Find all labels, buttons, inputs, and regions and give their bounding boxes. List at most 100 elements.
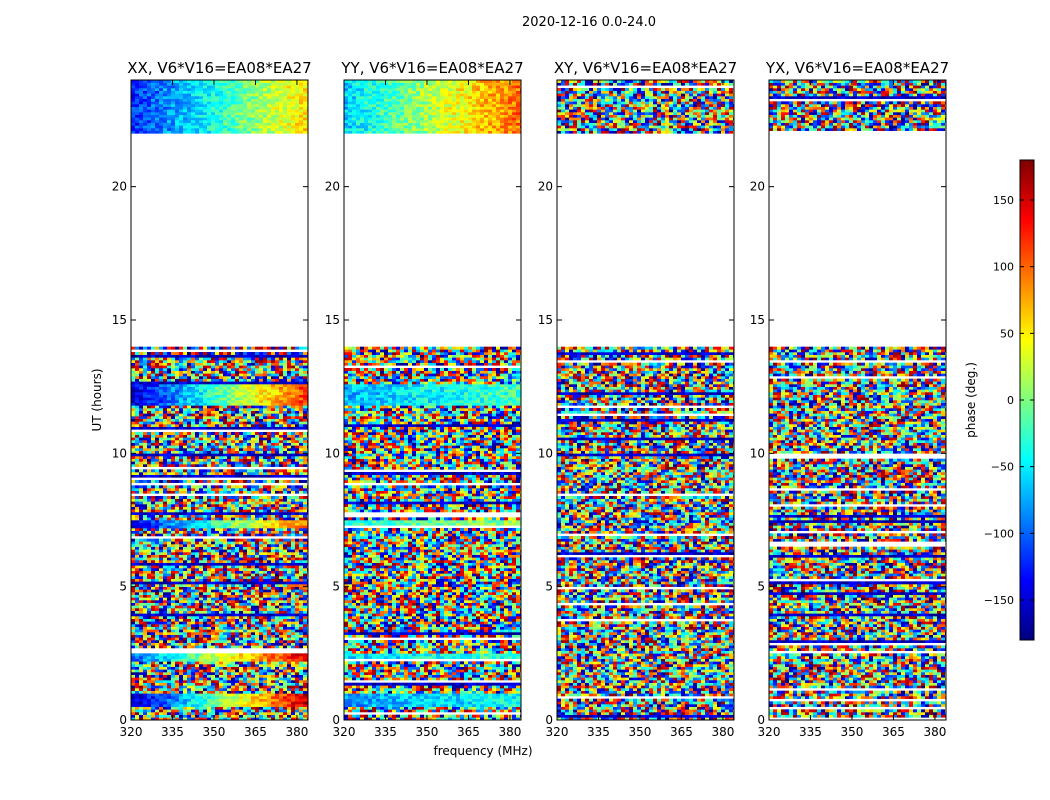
phase-cell: [167, 475, 171, 478]
phase-cell: [135, 445, 139, 448]
phase-cell: [207, 683, 211, 686]
phase-cell: [255, 709, 259, 712]
phase-cell: [211, 707, 215, 710]
phase-cell: [179, 549, 183, 552]
phase-cell: [243, 688, 247, 691]
phase-cell: [271, 581, 275, 584]
phase-cell: [247, 600, 251, 603]
phase-cell: [195, 413, 199, 416]
phase-cell: [175, 547, 179, 550]
phase-cell: [283, 656, 287, 659]
phase-cell: [207, 523, 211, 526]
phase-cell: [219, 499, 223, 502]
phase-cell: [251, 408, 255, 411]
phase-cell: [143, 584, 147, 587]
phase-cell: [223, 696, 227, 699]
phase-cell: [235, 408, 239, 411]
phase-cell: [147, 523, 151, 526]
phase-cell: [159, 531, 163, 534]
phase-cell: [279, 480, 283, 483]
phase-cell: [183, 453, 187, 456]
phase-cell: [131, 693, 135, 696]
phase-cell: [283, 485, 287, 488]
phase-cell: [159, 643, 163, 646]
phase-cell: [219, 616, 223, 619]
phase-cell: [243, 461, 247, 464]
phase-cell: [199, 533, 203, 536]
phase-cell: [227, 603, 231, 606]
phase-cell: [167, 579, 171, 582]
phase-cell: [255, 704, 259, 707]
phase-cell: [179, 661, 183, 664]
phase-cell: [219, 627, 223, 630]
phase-cell: [183, 461, 187, 464]
phase-cell: [207, 419, 211, 422]
phase-cell: [151, 416, 155, 419]
phase-cell: [239, 632, 243, 635]
phase-cell: [163, 691, 167, 694]
phase-cell: [139, 680, 143, 683]
phase-cell: [199, 552, 203, 555]
phase-cell: [167, 563, 171, 566]
phase-cell: [167, 677, 171, 680]
phase-cell: [227, 523, 231, 526]
phase-cell: [299, 693, 303, 696]
phase-cell: [211, 645, 215, 648]
phase-cell: [243, 664, 247, 667]
phase-cell: [295, 520, 299, 523]
phase-cell: [263, 608, 267, 611]
phase-cell: [295, 437, 299, 440]
phase-cell: [263, 552, 267, 555]
phase-cell: [135, 632, 139, 635]
phase-cell: [271, 704, 275, 707]
phase-cell: [247, 701, 251, 704]
phase-cell: [199, 549, 203, 552]
phase-cell: [279, 624, 283, 627]
phase-cell: [267, 472, 271, 475]
phase-cell: [235, 555, 239, 558]
phase-cell: [203, 549, 207, 552]
phase-cell: [215, 472, 219, 475]
phase-cell: [295, 637, 299, 640]
phase-cell: [179, 699, 183, 702]
phase-cell: [271, 667, 275, 670]
phase-cell: [255, 453, 259, 456]
phase-cell: [287, 699, 291, 702]
phase-cell: [135, 531, 139, 534]
phase-cell: [235, 637, 239, 640]
phase-cell: [271, 613, 275, 616]
phase-cell: [203, 421, 207, 424]
phase-cell: [303, 653, 307, 656]
phase-cell: [235, 552, 239, 555]
phase-cell: [255, 448, 259, 451]
phase-cell: [283, 579, 287, 582]
phase-cell: [251, 560, 255, 563]
phase-cell: [267, 480, 271, 483]
phase-cell: [279, 608, 283, 611]
phase-cell: [175, 677, 179, 680]
phase-cell: [219, 603, 223, 606]
phase-cell: [151, 520, 155, 523]
phase-cell: [291, 600, 295, 603]
phase-cell: [303, 547, 307, 550]
phase-cell: [187, 475, 191, 478]
phase-cell: [167, 419, 171, 422]
phase-cell: [195, 603, 199, 606]
phase-cell: [195, 613, 199, 616]
phase-cell: [251, 653, 255, 656]
phase-cell: [179, 587, 183, 590]
phase-cell: [139, 669, 143, 672]
phase-cell: [207, 517, 211, 520]
phase-cell: [227, 581, 231, 584]
phase-cell: [251, 533, 255, 536]
phase-cell: [219, 624, 223, 627]
phase-cell: [263, 669, 267, 672]
phase-cell: [287, 437, 291, 440]
phase-cell: [167, 664, 171, 667]
phase-cell: [143, 565, 147, 568]
phase-cell: [179, 664, 183, 667]
phase-cell: [211, 597, 215, 600]
phase-cell: [187, 445, 191, 448]
phase-cell: [223, 677, 227, 680]
phase-cell: [239, 533, 243, 536]
